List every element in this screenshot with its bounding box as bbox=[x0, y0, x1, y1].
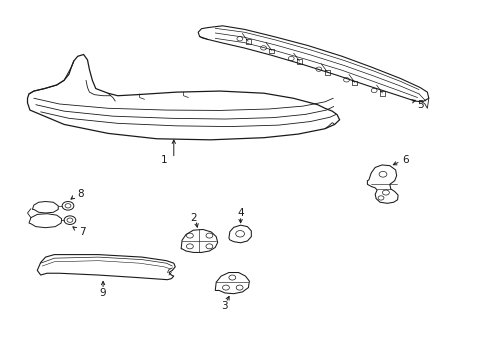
Polygon shape bbox=[181, 229, 217, 252]
Polygon shape bbox=[215, 273, 249, 294]
Text: 7: 7 bbox=[79, 227, 85, 237]
Polygon shape bbox=[228, 225, 251, 243]
Text: 9: 9 bbox=[100, 288, 106, 298]
Text: 5: 5 bbox=[417, 100, 424, 110]
Polygon shape bbox=[198, 26, 428, 102]
Text: 4: 4 bbox=[237, 208, 244, 218]
Polygon shape bbox=[366, 165, 397, 203]
Polygon shape bbox=[29, 214, 61, 228]
Polygon shape bbox=[37, 255, 175, 280]
Polygon shape bbox=[27, 54, 339, 140]
Text: 6: 6 bbox=[402, 155, 408, 165]
Text: 8: 8 bbox=[77, 189, 84, 199]
Polygon shape bbox=[32, 202, 58, 213]
Text: 1: 1 bbox=[161, 155, 167, 165]
Text: 3: 3 bbox=[220, 301, 227, 311]
Text: 2: 2 bbox=[190, 213, 197, 222]
